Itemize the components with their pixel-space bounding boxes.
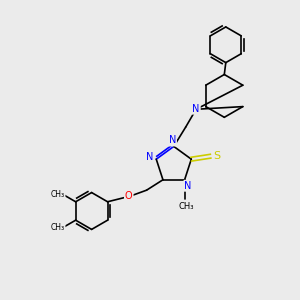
Text: CH₃: CH₃ (51, 223, 65, 232)
Text: O: O (125, 190, 133, 200)
Text: S: S (213, 151, 220, 161)
Text: CH₃: CH₃ (178, 202, 194, 211)
Text: CH₃: CH₃ (51, 190, 65, 199)
Text: N: N (184, 181, 192, 191)
Text: N: N (169, 136, 176, 146)
Text: N: N (146, 152, 153, 162)
Text: N: N (192, 104, 200, 114)
